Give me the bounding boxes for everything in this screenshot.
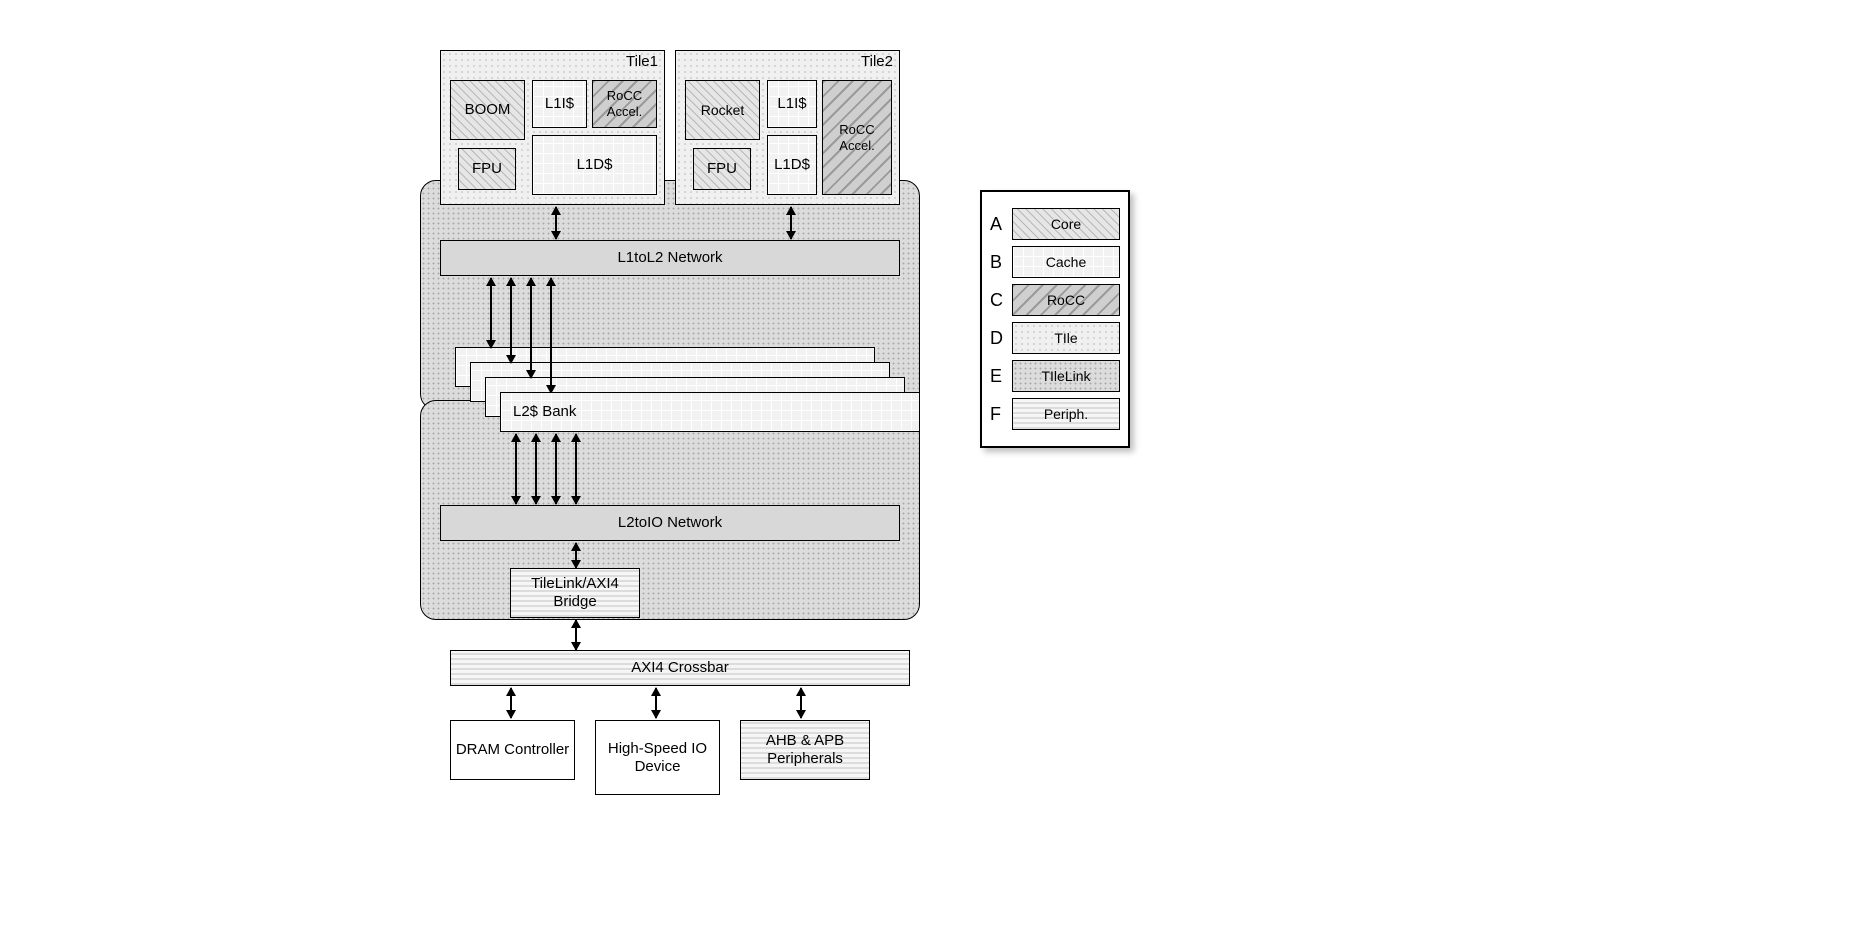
l2bank-1: L2$ Bank	[500, 392, 920, 432]
tile2-title: Tile2	[861, 53, 893, 71]
tile1-l1i: L1I$	[532, 80, 587, 128]
tile2-rocket-label: Rocket	[701, 102, 745, 119]
l1tol2-network: L1toL2 Network	[440, 240, 900, 276]
tile2-l1d-label: L1D$	[774, 156, 810, 174]
soc-diagram: Tile1 BOOM FPU L1I$ RoCC Accel. L1D$ Til…	[420, 50, 920, 910]
legend-label: TIleLink	[1041, 368, 1090, 384]
legend-label: TIle	[1054, 330, 1077, 346]
arrow-l1l2-bank-4	[550, 278, 552, 393]
tl-axi-bridge: TileLink/AXI4 Bridge	[510, 568, 640, 618]
arrow-xbar-hsio	[655, 688, 657, 718]
legend-row-c: C RoCC	[990, 284, 1120, 316]
legend-swatch-tilelink: TIleLink	[1012, 360, 1120, 392]
arrow-l1l2-bank-2	[510, 278, 512, 363]
tile2-fpu: FPU	[693, 148, 751, 190]
l2toio-label: L2toIO Network	[618, 514, 722, 532]
legend-row-e: E TIleLink	[990, 360, 1120, 392]
tile1-boom-label: BOOM	[465, 101, 511, 119]
tile2-rocc-label: RoCC Accel.	[823, 122, 891, 153]
legend-letter: E	[990, 366, 1012, 387]
legend-row-f: F Periph.	[990, 398, 1120, 430]
legend-swatch-periph: Periph.	[1012, 398, 1120, 430]
tile1-l1i-label: L1I$	[545, 95, 574, 113]
tile1-fpu: FPU	[458, 148, 516, 190]
l2bank-label: L2$ Bank	[513, 403, 576, 421]
legend-swatch-cache: Cache	[1012, 246, 1120, 278]
tile1-fpu-label: FPU	[472, 160, 502, 178]
dram-label: DRAM Controller	[456, 741, 569, 759]
tile1-rocc-label: RoCC Accel.	[593, 88, 656, 119]
legend-letter: B	[990, 252, 1012, 273]
ahbapb-label: AHB & APB Peripherals	[741, 732, 869, 768]
axi4-crossbar: AXI4 Crossbar	[450, 650, 910, 686]
legend-swatch-core: Core	[1012, 208, 1120, 240]
tile1-title: Tile1	[626, 53, 658, 71]
tile2-l1i: L1I$	[767, 80, 817, 128]
l1tol2-label: L1toL2 Network	[617, 249, 722, 267]
legend-letter: C	[990, 290, 1012, 311]
ahb-apb-periph: AHB & APB Peripherals	[740, 720, 870, 780]
legend-letter: F	[990, 404, 1012, 425]
tile1-l1d-label: L1D$	[577, 156, 613, 174]
hsio-label: High-Speed IO Device	[596, 740, 719, 776]
arrow-l1l2-bank-3	[530, 278, 532, 378]
arrow-tile2-l1l2	[790, 207, 792, 239]
legend-row-a: A Core	[990, 208, 1120, 240]
legend-label: Periph.	[1044, 406, 1088, 422]
tile1-l1d: L1D$	[532, 135, 657, 195]
arrow-bridge-xbar	[575, 620, 577, 650]
legend-swatch-rocc: RoCC	[1012, 284, 1120, 316]
tile1-rocc: RoCC Accel.	[592, 80, 657, 128]
tile2-l1d: L1D$	[767, 135, 817, 195]
l2toio-network: L2toIO Network	[440, 505, 900, 541]
crossbar-label: AXI4 Crossbar	[631, 659, 729, 677]
legend-label: Cache	[1046, 254, 1086, 270]
arrow-bank-l2io-1	[515, 434, 517, 504]
hsio-device: High-Speed IO Device	[595, 720, 720, 795]
arrow-xbar-dram	[510, 688, 512, 718]
tile2-fpu-label: FPU	[707, 160, 737, 178]
bridge-label: TileLink/AXI4 Bridge	[511, 575, 639, 611]
tile2-rocc: RoCC Accel.	[822, 80, 892, 195]
tile2-rocket: Rocket	[685, 80, 760, 140]
tile1-boom: BOOM	[450, 80, 525, 140]
arrow-xbar-ahb	[800, 688, 802, 718]
arrow-tile1-l1l2	[555, 207, 557, 239]
dram-controller: DRAM Controller	[450, 720, 575, 780]
legend-row-b: B Cache	[990, 246, 1120, 278]
legend-letter: D	[990, 328, 1012, 349]
arrow-l1l2-bank-1	[490, 278, 492, 348]
arrow-l2io-bridge	[575, 543, 577, 568]
legend-letter: A	[990, 214, 1012, 235]
arrow-bank-l2io-3	[555, 434, 557, 504]
legend: A Core B Cache C RoCC D TIle E TIleLink …	[980, 190, 1130, 448]
arrow-bank-l2io-4	[575, 434, 577, 504]
arrow-bank-l2io-2	[535, 434, 537, 504]
legend-label: RoCC	[1047, 292, 1085, 308]
legend-label: Core	[1051, 216, 1081, 232]
tile2-l1i-label: L1I$	[777, 95, 806, 113]
legend-row-d: D TIle	[990, 322, 1120, 354]
legend-swatch-tile: TIle	[1012, 322, 1120, 354]
